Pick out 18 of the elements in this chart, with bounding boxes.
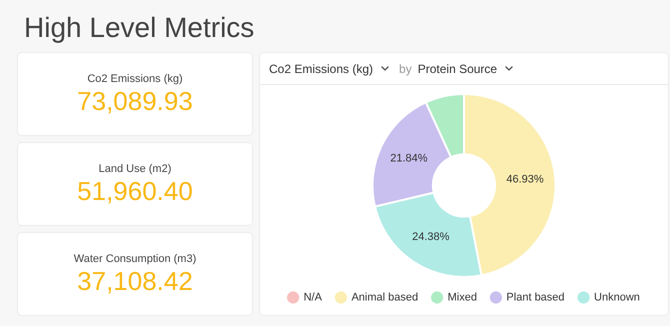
text: High Level Metrics xyxy=(24,12,254,44)
text: 51,960.40 xyxy=(76,176,194,207)
text: Water Consumption (m3) xyxy=(72,253,198,265)
legend-label: Mixed xyxy=(448,292,477,304)
data-label: 24.38% xyxy=(412,231,450,244)
legend-label: N/A xyxy=(304,292,323,304)
text: by xyxy=(399,62,412,76)
text: Co2 Emissions (kg) xyxy=(86,73,184,85)
data-label: 21.84% xyxy=(390,152,428,165)
text: 37,108.42 xyxy=(76,266,194,297)
legend-label: Unknown xyxy=(594,292,640,304)
legend-label: Plant based xyxy=(506,292,565,304)
text: 73,089.93 xyxy=(76,86,194,117)
text: Land Use (m2) xyxy=(98,163,172,175)
data-label: 46.93% xyxy=(506,174,544,186)
legend-label: Animal based xyxy=(351,292,418,304)
text: Protein Source xyxy=(418,62,498,76)
chart-title: Co2 Emissions (kg) xyxy=(269,62,374,76)
